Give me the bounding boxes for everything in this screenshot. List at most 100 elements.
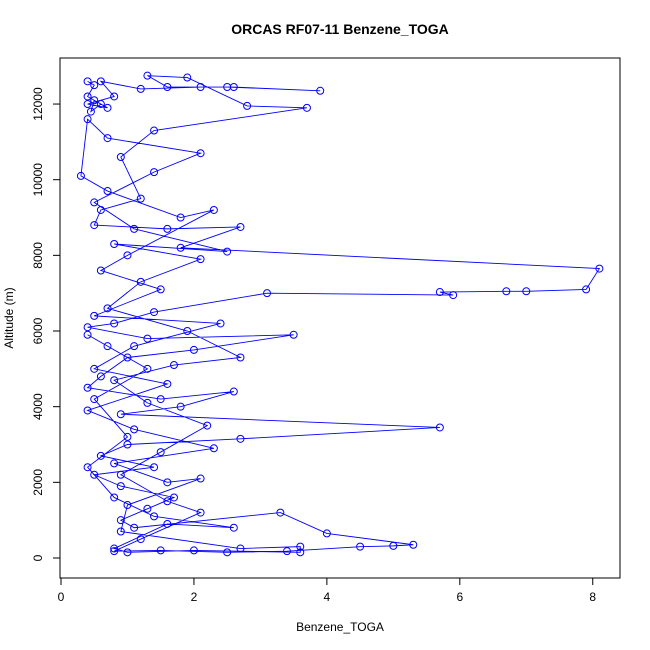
data-point (143, 398, 152, 407)
data-point (130, 523, 139, 532)
data-point (502, 287, 511, 296)
chart-title: ORCAS RF07-11 Benzene_TOGA (231, 21, 449, 37)
data-point (163, 224, 172, 233)
data-point (389, 541, 398, 550)
x-tick-label: 2 (191, 590, 198, 604)
data-point (150, 463, 159, 472)
data-point (90, 470, 99, 479)
data-point (189, 546, 198, 555)
data-point (116, 527, 125, 536)
data-point (169, 361, 178, 370)
data-line (80, 75, 601, 553)
data-point (150, 308, 159, 317)
data-point (123, 432, 132, 441)
data-point (223, 247, 232, 256)
data-point (296, 548, 305, 557)
data-point (263, 289, 272, 298)
data-point (296, 542, 305, 551)
data-point (90, 395, 99, 404)
data-point (176, 243, 185, 252)
data-point (150, 512, 159, 521)
data-point (90, 81, 99, 90)
y-tick-label: 12000 (31, 87, 45, 121)
data-point (76, 171, 85, 180)
data-point (103, 103, 112, 112)
data-point (103, 187, 112, 196)
data-point (582, 285, 591, 294)
data-point (203, 421, 212, 430)
data-point (130, 224, 139, 233)
data-point (143, 334, 152, 343)
data-point (110, 544, 119, 553)
data-point (83, 77, 92, 86)
y-tick-label: 4000 (31, 393, 45, 420)
data-point (302, 103, 311, 112)
data-point (236, 544, 245, 553)
data-point (176, 213, 185, 222)
data-point (130, 342, 139, 351)
data-point (183, 327, 192, 336)
data-point (110, 376, 119, 385)
y-tick-label: 0 (31, 554, 45, 561)
data-point (116, 516, 125, 525)
data-point (103, 134, 112, 143)
data-point (83, 383, 92, 392)
data-point (96, 100, 105, 109)
data-point (356, 542, 365, 551)
data-point (103, 342, 112, 351)
data-point (110, 493, 119, 502)
data-point (96, 205, 105, 214)
data-point (243, 101, 252, 110)
data-point (90, 221, 99, 230)
data-point (103, 304, 112, 313)
data-point (83, 330, 92, 339)
data-point (110, 92, 119, 101)
data-point (196, 474, 205, 483)
data-point (229, 523, 238, 532)
data-point (236, 434, 245, 443)
y-tick-label: 2000 (31, 469, 45, 496)
data-point (209, 205, 218, 214)
data-point (223, 548, 232, 557)
data-point (110, 459, 119, 468)
data-point (209, 444, 218, 453)
data-point (316, 86, 325, 95)
x-tick-label: 4 (324, 590, 331, 604)
data-point (123, 501, 132, 510)
y-tick-label: 6000 (31, 317, 45, 344)
data-point (435, 423, 444, 432)
x-tick-label: 6 (456, 590, 463, 604)
data-point (276, 508, 285, 517)
data-point (143, 364, 152, 373)
data-point (130, 425, 139, 434)
data-point (123, 251, 132, 260)
data-point (156, 285, 165, 294)
data-point (123, 548, 132, 557)
data-point (435, 288, 444, 297)
data-point (229, 387, 238, 396)
data-point (90, 364, 99, 373)
data-point (123, 440, 132, 449)
data-point (216, 319, 225, 328)
data-point (522, 287, 531, 296)
data-point (156, 546, 165, 555)
data-point (86, 107, 95, 116)
data-point (143, 504, 152, 513)
data-point (83, 92, 92, 101)
data-point (236, 222, 245, 231)
data-point (83, 323, 92, 332)
data-point (116, 482, 125, 491)
data-point (116, 470, 125, 479)
data-point (163, 379, 172, 388)
data-point (123, 353, 132, 362)
data-point (136, 277, 145, 286)
data-point (183, 73, 192, 82)
data-point (150, 168, 159, 177)
data-point (449, 291, 458, 300)
data-point (409, 540, 418, 549)
data-point (96, 266, 105, 275)
data-point (163, 478, 172, 487)
data-point (96, 77, 105, 86)
data-point (110, 319, 119, 328)
